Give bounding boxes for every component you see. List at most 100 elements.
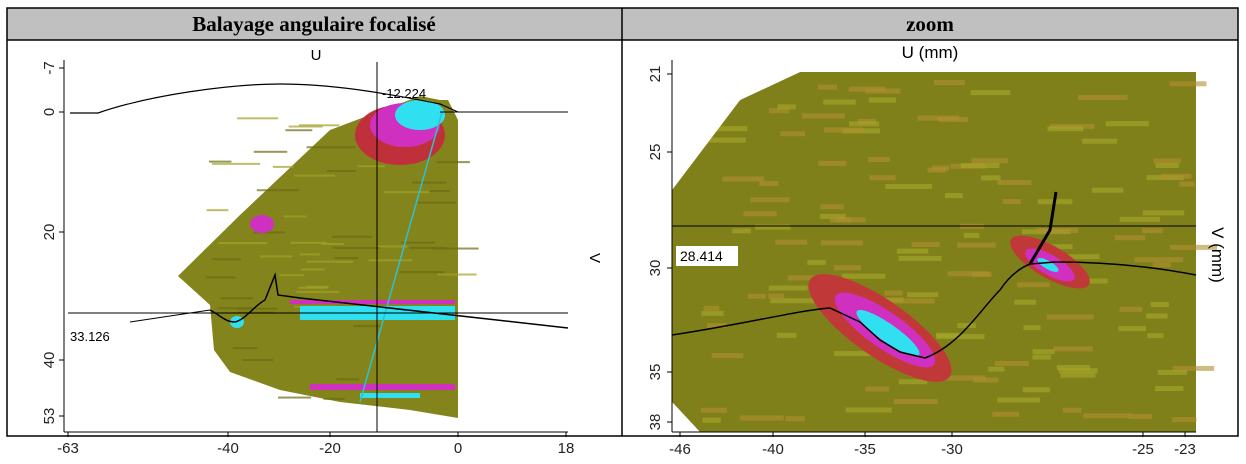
y-tick-label: -7	[41, 61, 58, 74]
texture	[1170, 244, 1218, 250]
texture	[703, 305, 720, 311]
texture	[823, 127, 864, 133]
texture	[336, 378, 359, 381]
texture	[997, 179, 1032, 185]
texture	[997, 397, 1040, 403]
texture	[1002, 199, 1021, 205]
texture	[332, 246, 380, 249]
texture	[1022, 387, 1051, 393]
texture	[1053, 346, 1093, 352]
texture	[285, 129, 313, 132]
texture	[820, 240, 863, 246]
texture	[1150, 301, 1169, 307]
texture	[1152, 262, 1171, 268]
texture	[1172, 365, 1215, 371]
texture	[768, 285, 808, 291]
echo-red	[310, 384, 455, 390]
x-tick-label: 0	[454, 440, 462, 457]
header-cell: zoom	[906, 12, 954, 36]
texture	[1058, 368, 1098, 374]
texture	[750, 197, 790, 203]
texture	[288, 125, 323, 128]
texture	[898, 379, 928, 385]
texture	[218, 242, 268, 245]
texture	[1179, 181, 1195, 187]
texture	[700, 407, 727, 413]
background-corner	[672, 402, 700, 432]
texture	[819, 213, 846, 219]
texture	[1023, 325, 1041, 331]
beam-line	[359, 111, 443, 403]
texture	[711, 353, 744, 359]
texture	[383, 191, 430, 194]
texture	[947, 271, 990, 277]
axis-label: U (mm)	[902, 43, 959, 62]
texture	[701, 137, 746, 143]
texture	[260, 255, 293, 258]
texture	[306, 260, 354, 263]
texture	[907, 292, 939, 298]
texture	[1155, 385, 1184, 391]
texture	[1105, 121, 1149, 127]
texture	[256, 189, 300, 192]
texture	[787, 275, 833, 281]
texture	[988, 366, 1005, 372]
profile-curve	[70, 83, 459, 114]
texture	[931, 165, 950, 171]
texture	[401, 241, 435, 244]
texture	[1172, 417, 1197, 423]
texture	[1155, 162, 1179, 168]
texture	[205, 276, 236, 279]
y-tick-label: 53	[41, 408, 58, 425]
texture	[890, 298, 935, 304]
texture	[1077, 94, 1128, 100]
texture	[868, 97, 897, 103]
texture	[770, 298, 818, 304]
texture	[290, 241, 327, 244]
texture	[845, 407, 892, 413]
zoom-scan	[672, 72, 1196, 432]
texture	[869, 175, 896, 181]
texture	[830, 217, 866, 223]
axis-label: V (mm)	[1208, 227, 1227, 283]
texture	[253, 231, 286, 234]
cursor-label: -12.224	[382, 86, 426, 101]
texture	[306, 146, 356, 149]
texture	[298, 124, 340, 127]
texture	[739, 415, 784, 421]
texture	[849, 121, 880, 127]
texture	[1114, 235, 1146, 241]
texture	[833, 351, 873, 357]
echo-cyan	[856, 309, 920, 357]
texture	[769, 108, 790, 114]
texture	[1062, 407, 1082, 413]
texture	[1032, 354, 1051, 360]
leader-line	[129, 309, 211, 323]
texture	[936, 334, 985, 340]
texture	[865, 88, 901, 94]
echo-cyan	[1037, 258, 1059, 272]
texture	[722, 176, 765, 182]
texture	[237, 117, 279, 120]
texture	[868, 157, 890, 163]
texture	[1017, 282, 1050, 288]
texture	[785, 416, 805, 422]
texture	[747, 293, 766, 299]
texture	[980, 175, 1001, 181]
texture	[279, 274, 304, 277]
texture	[429, 190, 450, 193]
texture	[818, 160, 847, 166]
echo-cyan	[395, 100, 445, 130]
texture	[272, 165, 294, 168]
y-tick-label: 25	[647, 144, 664, 161]
texture	[1169, 81, 1207, 87]
right-image: 28.414 U (mm) V (mm) -46 -40 -35 -30 -25 -23 21 25…	[647, 43, 1227, 458]
texture	[1060, 372, 1096, 378]
texture	[807, 259, 826, 265]
texture	[768, 293, 785, 299]
cursor-label: 33.126	[70, 329, 110, 344]
echo-cyan	[360, 393, 420, 398]
texture	[732, 228, 751, 234]
texture	[823, 99, 856, 105]
